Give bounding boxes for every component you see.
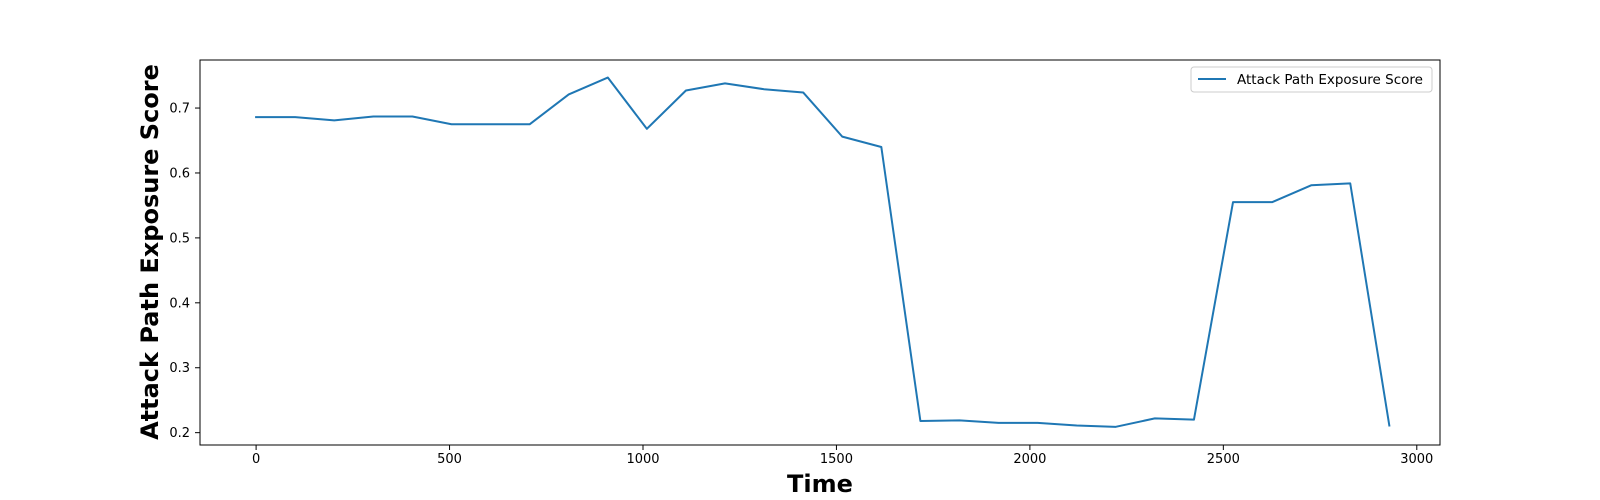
data-point [372,115,374,117]
x-axis: 0 500 1000 1500 2000 2500 3000 [252,445,1433,467]
data-point [1115,426,1117,428]
series-line [255,76,1391,428]
y-tick-label: 0.4 [169,296,190,311]
data-point [958,419,960,421]
data-point [255,116,257,118]
data-point [1271,201,1273,203]
data-point [529,123,531,125]
data-point [685,90,687,92]
x-tick-label: 500 [437,452,462,467]
plot-frame [199,59,1441,446]
x-tick-label: 3000 [1400,452,1433,467]
data-point [1193,419,1195,421]
data-point [1037,422,1039,424]
data-point [607,77,609,79]
data-point [1076,425,1078,427]
x-tick-label: 0 [252,452,260,467]
y-tick-label: 0.6 [169,166,190,181]
y-tick-label: 0.2 [169,426,190,441]
x-axis-label: Time [787,470,853,498]
y-tick-label: 0.7 [169,102,190,117]
data-point [880,146,882,148]
x-tick-label: 1500 [820,452,853,467]
y-tick-label: 0.5 [169,231,190,246]
data-point [411,115,413,117]
data-point [724,82,726,84]
data-point [1232,201,1234,203]
data-point [294,116,296,118]
data-point [998,422,1000,424]
y-axis-label: Attack Path Exposure Score [136,64,164,440]
data-point [1154,417,1156,419]
x-tick-label: 1000 [626,452,659,467]
legend-box [1190,66,1433,93]
data-point [1388,425,1390,427]
data-point [841,136,843,138]
data-point [1349,182,1351,184]
data-point [1310,184,1312,186]
y-tick-label: 0.3 [169,361,190,376]
legend: Attack Path Exposure Score [1190,66,1433,93]
data-point [763,88,765,90]
data-point [919,420,921,422]
plot-area [200,60,1440,445]
x-tick-label: 2500 [1207,452,1240,467]
plot-content [255,76,1391,428]
data-point [646,128,648,130]
data-point [450,123,452,125]
data-point [568,93,570,95]
data-point [333,119,335,121]
x-tick-label: 2000 [1013,452,1046,467]
legend-label: Attack Path Exposure Score [1237,72,1423,88]
data-point [490,123,492,125]
data-point [802,91,804,93]
y-axis: 0.2 0.3 0.4 0.5 0.6 0.7 [169,102,200,441]
